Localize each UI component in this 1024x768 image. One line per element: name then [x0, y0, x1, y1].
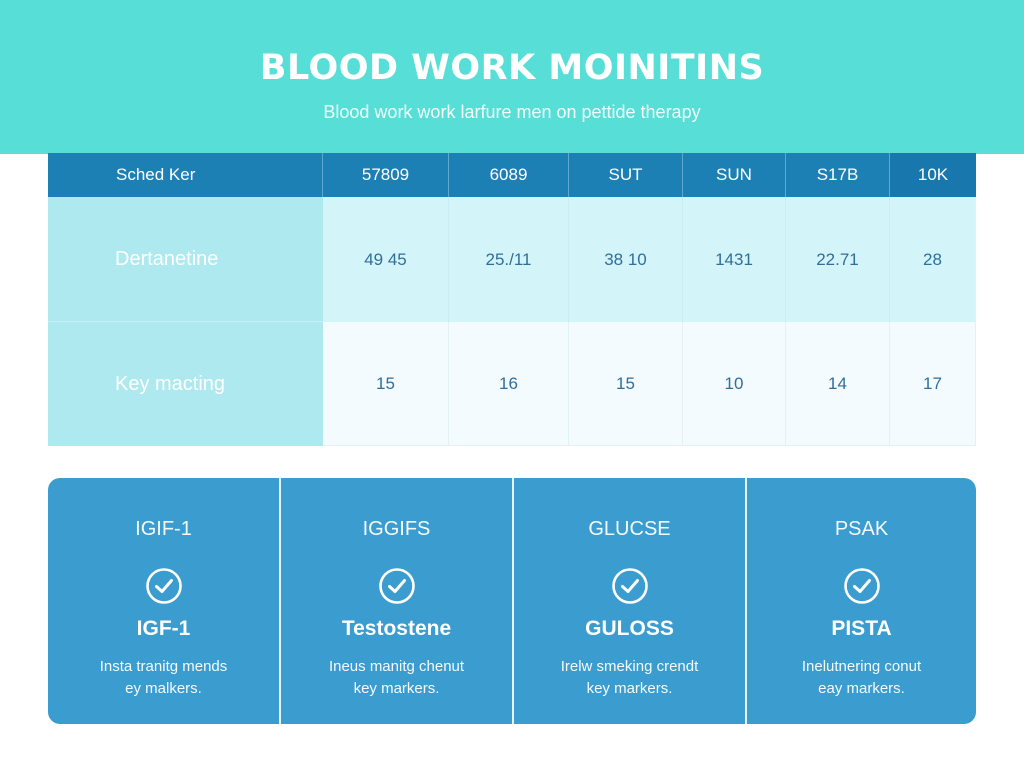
table-cell: 15 — [569, 322, 683, 446]
card-description-line: key markers. — [586, 680, 673, 697]
table-cell: 28 — [890, 197, 976, 322]
card-top-label: IGGIFS — [362, 518, 431, 540]
column-header: SUN — [683, 153, 786, 197]
column-header: 10K — [890, 153, 976, 197]
card-description: Inelutnering conut eay markers. — [747, 656, 976, 700]
card-name: IGF-1 — [136, 617, 191, 640]
column-header: 6089 — [449, 153, 569, 197]
table-cell: 14 — [786, 322, 890, 446]
column-header: 57809 — [323, 153, 449, 197]
card-top-label: IGIF-1 — [135, 518, 192, 540]
table-cell: 10 — [683, 322, 786, 446]
check-circle-icon — [843, 568, 880, 604]
marker-card: GLUCSE GULOSS Irelw smeking crendt key m… — [514, 478, 747, 724]
card-description-line: eay markers. — [818, 680, 905, 697]
card-description-line: ey malkers. — [125, 680, 202, 697]
table-cell: 22.71 — [786, 197, 890, 322]
card-top-label: PSAK — [834, 518, 889, 540]
table-cell: 38 10 — [569, 197, 683, 322]
table-cell: 16 — [449, 322, 569, 446]
row-label: Dertanetine — [48, 197, 323, 322]
table-cell: 49 45 — [323, 197, 449, 322]
card-description-line: Irelw smeking crendt — [560, 658, 699, 675]
card-description: Ineus manitg chenut key markers. — [281, 656, 512, 700]
check-circle-icon — [145, 568, 182, 604]
card-description-line: Insta tranitg mends — [99, 658, 228, 675]
card-description-line: Inelutnering conut — [801, 658, 922, 675]
marker-card: IGGIFS Testostene Ineus manitg chenut ke… — [281, 478, 514, 724]
blood-work-table: Sched Ker 57809 6089 SUT SUN S17B 10K De… — [48, 153, 976, 446]
card-description-line: key markers. — [353, 680, 440, 697]
card-description: Insta tranitg mends ey malkers. — [48, 656, 279, 700]
column-header: SUT — [569, 153, 683, 197]
table-cell: 15 — [323, 322, 449, 446]
check-circle-icon — [611, 568, 648, 604]
marker-cards: IGIF-1 IGF-1 Insta tranitg mends ey malk… — [48, 478, 976, 724]
card-name: GULOSS — [585, 617, 674, 640]
marker-card: IGIF-1 IGF-1 Insta tranitg mends ey malk… — [48, 478, 281, 724]
column-header: S17B — [786, 153, 890, 197]
table-cell: 25./11 — [449, 197, 569, 322]
table-cell: 1431 — [683, 197, 786, 322]
header-banner: BLOOD WORK MOINITINS Blood work work lar… — [0, 0, 1024, 154]
check-circle-icon — [378, 568, 415, 604]
card-top-label: GLUCSE — [588, 518, 671, 540]
card-name: Testostene — [341, 617, 452, 640]
page-title: BLOOD WORK MOINITINS — [259, 48, 765, 88]
card-name: PISTA — [831, 617, 892, 640]
row-label: Key macting — [48, 322, 323, 446]
table-cell: 17 — [890, 322, 976, 446]
card-description: Irelw smeking crendt key markers. — [514, 656, 745, 700]
marker-card: PSAK PISTA Inelutnering conut eay marker… — [747, 478, 976, 724]
column-header: Sched Ker — [48, 153, 323, 197]
page-subtitle: Blood work work larfure men on pettide t… — [323, 102, 701, 122]
card-description-line: Ineus manitg chenut — [328, 658, 465, 675]
